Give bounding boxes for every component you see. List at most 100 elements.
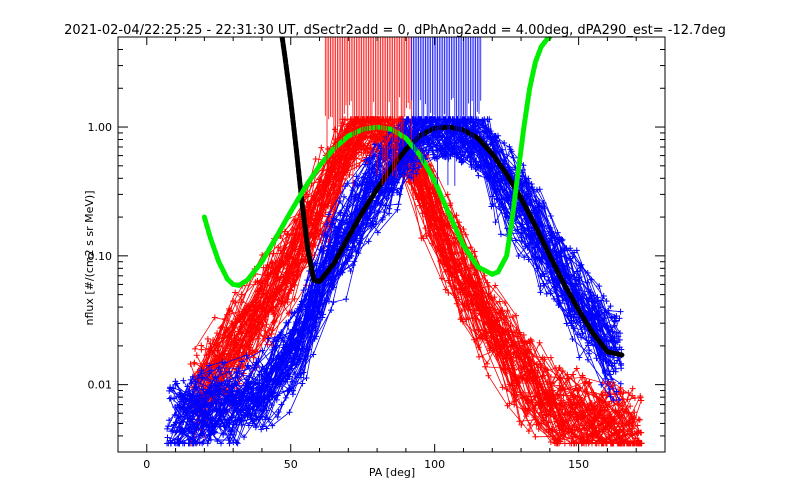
data-point: [165, 423, 172, 430]
y-tick-label: 1.00: [88, 121, 113, 134]
x-tick-label: 150: [568, 458, 589, 471]
data-point: [523, 413, 530, 420]
data-point: [285, 310, 292, 317]
data-point: [561, 440, 568, 447]
data-point: [526, 422, 533, 429]
data-point: [204, 335, 211, 342]
x-tick-label: 50: [284, 458, 298, 471]
data-point: [570, 371, 577, 378]
data-point: [265, 306, 272, 313]
data-point: [515, 375, 522, 382]
data-point: [451, 235, 458, 242]
data-point: [627, 403, 634, 410]
data-point: [637, 393, 644, 400]
data-point: [442, 286, 449, 293]
data-point: [527, 336, 534, 343]
data-point: [560, 392, 567, 399]
series-line: [201, 118, 634, 444]
data-point: [536, 339, 543, 346]
data-point: [504, 402, 511, 409]
data-point: [635, 416, 642, 423]
data-point: [533, 416, 540, 423]
data-point: [485, 372, 492, 379]
data-point: [552, 365, 559, 372]
data-point: [608, 425, 615, 432]
data-point: [238, 299, 245, 306]
data-point: [299, 380, 306, 387]
data-point: [492, 282, 499, 289]
data-point: [252, 424, 259, 431]
data-point: [497, 231, 504, 238]
data-point: [312, 155, 319, 162]
data-point: [467, 264, 474, 271]
data-point: [238, 291, 245, 298]
data-point: [560, 399, 567, 406]
data-point: [511, 398, 518, 405]
data-point: [523, 350, 530, 357]
data-point: [525, 428, 532, 435]
data-point: [444, 191, 451, 198]
data-point: [453, 286, 460, 293]
data-point: [532, 433, 539, 440]
data-point: [226, 440, 233, 447]
data-point: [318, 144, 325, 151]
data-point: [193, 352, 200, 359]
data-point: [164, 440, 171, 447]
data-point: [187, 360, 194, 367]
data-point: [607, 371, 614, 378]
x-tick-label: 0: [143, 458, 150, 471]
data-point: [456, 219, 463, 226]
data-point: [636, 416, 643, 423]
data-point: [493, 348, 500, 355]
data-point: [496, 298, 503, 305]
data-point: [525, 389, 532, 396]
data-point: [475, 172, 482, 179]
data-point: [547, 438, 554, 445]
data-point: [445, 277, 452, 284]
data-point: [619, 399, 626, 406]
data-point: [327, 178, 334, 185]
x-axis-label: PA [deg]: [369, 466, 415, 479]
data-point: [547, 213, 554, 220]
data-point: [481, 272, 488, 279]
data-point: [460, 226, 467, 233]
data-point: [343, 296, 350, 303]
data-point: [616, 411, 623, 418]
data-point: [509, 313, 516, 320]
data-point: [211, 314, 218, 321]
data-point: [180, 377, 187, 384]
data-point: [538, 420, 545, 427]
data-point: [192, 345, 199, 352]
data-point: [494, 352, 501, 359]
data-point: [569, 426, 576, 433]
data-point: [547, 354, 554, 361]
data-point: [617, 402, 624, 409]
data-point: [191, 359, 198, 366]
data-point: [618, 365, 625, 372]
data-point: [303, 375, 310, 382]
y-axis-label: nflux [#/(cm2 s sr MeV)]: [83, 191, 96, 326]
data-point: [584, 356, 591, 363]
data-point: [447, 200, 454, 207]
data-point: [218, 355, 225, 362]
data-point: [484, 360, 491, 367]
data-point: [445, 289, 452, 296]
x-tick-label: 100: [424, 458, 445, 471]
data-point: [638, 397, 645, 404]
data-point: [476, 353, 483, 360]
data-point: [625, 389, 632, 396]
data-point: [559, 367, 566, 374]
data-point: [523, 340, 530, 347]
data-point: [617, 380, 624, 387]
data-point: [617, 308, 624, 315]
data-point: [420, 235, 427, 242]
data-point: [491, 294, 498, 301]
data-point: [204, 440, 211, 447]
data-point: [471, 248, 478, 255]
data-point: [485, 283, 492, 290]
data-point: [603, 298, 610, 305]
data-point: [232, 289, 239, 296]
data-point: [615, 420, 622, 427]
data-point: [537, 289, 544, 296]
